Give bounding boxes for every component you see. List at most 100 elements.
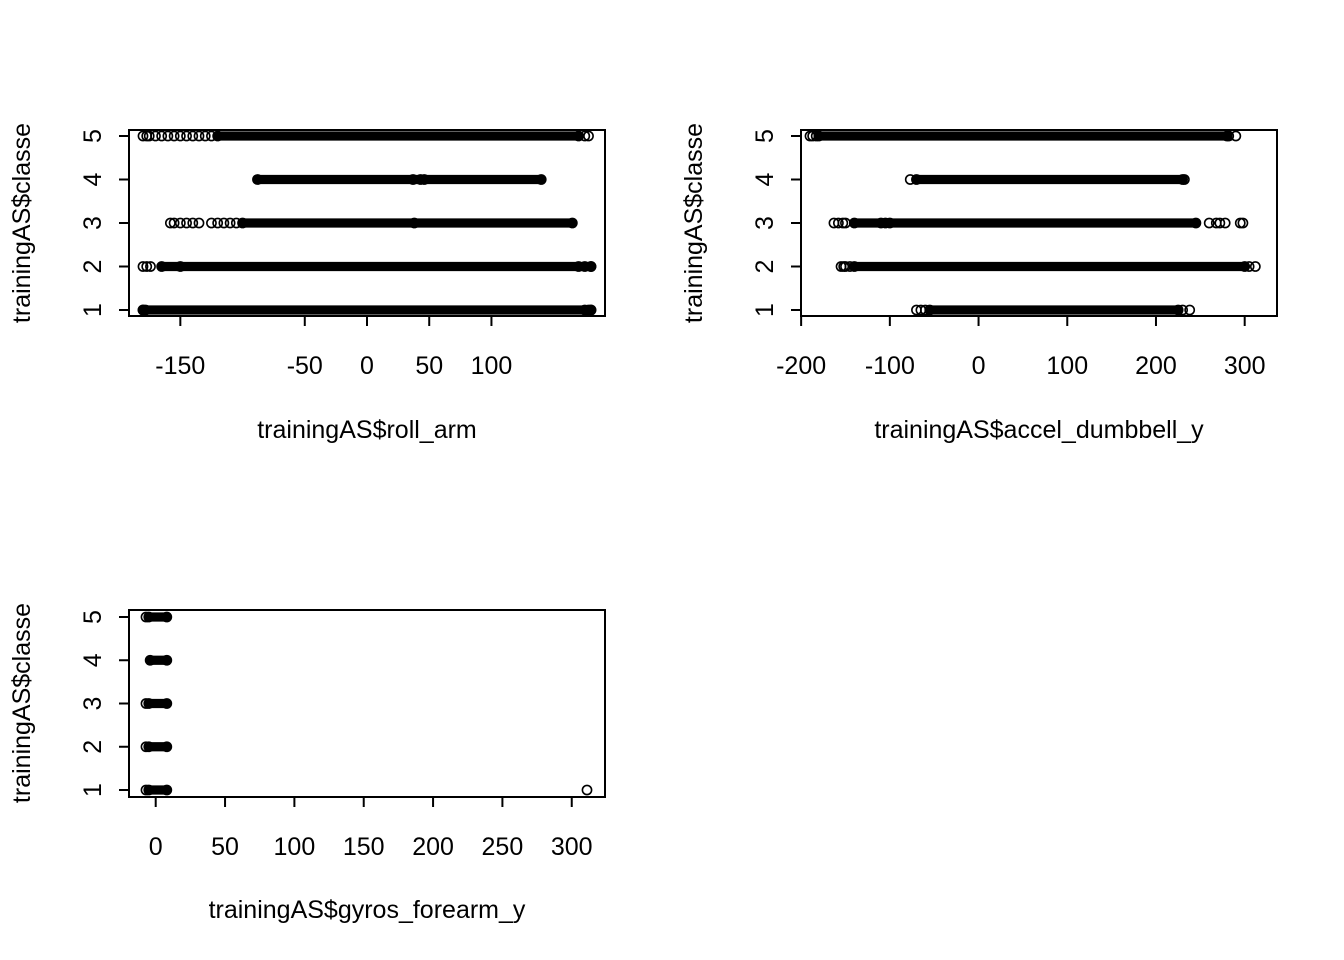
x-tick-label: 300 (551, 833, 593, 861)
x-axis-gyros-forearm-y: 0 50 100 150 200 250 300 (149, 796, 593, 861)
data-point (212, 217, 224, 229)
point-band (213, 131, 584, 141)
y-tick-label: 4 (751, 172, 779, 186)
data-point (1203, 217, 1215, 229)
y-tick-label: 1 (751, 303, 779, 317)
x-tick-label: 300 (1224, 352, 1266, 380)
y-tick-label: 5 (79, 610, 107, 624)
data-point (407, 174, 419, 185)
data-point (585, 304, 597, 316)
data-point (408, 217, 420, 229)
point-band (252, 174, 546, 185)
data-point (143, 741, 155, 753)
plot-area-accel-dumbbell-y (804, 130, 1261, 316)
data-point (880, 217, 891, 229)
y-tick-label: 3 (79, 216, 107, 230)
panel-gyros-forearm-y: trainingAS$gyros_forearm_y trainingAS$cl… (8, 603, 606, 924)
data-point (919, 304, 931, 316)
x-tick-label: 50 (211, 833, 239, 861)
data-point (137, 130, 149, 142)
data-point (807, 130, 819, 142)
data-point (181, 217, 192, 229)
series-class-2 (835, 261, 1261, 272)
data-point (418, 174, 430, 185)
data-point (161, 741, 173, 753)
data-point (579, 130, 591, 142)
x-tick-label: 250 (482, 833, 524, 861)
data-point (150, 130, 161, 142)
series-class-4 (144, 654, 173, 666)
y-axis-roll-arm: 1 2 3 4 5 (79, 129, 130, 317)
point-band (925, 305, 1183, 315)
data-point (1177, 304, 1188, 316)
data-point (1219, 217, 1231, 229)
data-point (161, 784, 173, 796)
data-point (141, 261, 153, 272)
series-class-3 (140, 698, 173, 709)
panel-accel-dumbbell-y: trainingAS$accel_dumbbell_y trainingAS$c… (680, 123, 1278, 444)
data-point (218, 217, 230, 229)
series-class-3 (828, 217, 1249, 229)
data-point (579, 261, 591, 272)
data-point (1190, 217, 1202, 229)
series-class-4 (904, 174, 1190, 185)
data-point (161, 654, 173, 666)
data-point (573, 130, 584, 142)
series-class-3 (164, 217, 578, 229)
x-tick-label: 0 (149, 833, 163, 861)
x-axis-title-gyros-forearm-y: trainingAS$gyros_forearm_y (209, 896, 526, 924)
point-band (144, 742, 172, 752)
data-point (230, 217, 242, 229)
data-point (156, 261, 168, 272)
x-tick-label: 0 (360, 352, 374, 380)
data-point (199, 130, 211, 142)
x-axis-roll-arm: -150 -50 0 50 100 (155, 315, 512, 380)
point-band (138, 305, 596, 315)
data-point (904, 174, 916, 185)
x-axis-title-roll-arm: trainingAS$roll_arm (257, 416, 477, 444)
plot-area-gyros-forearm-y (140, 611, 593, 796)
data-point (174, 261, 186, 272)
data-point (168, 130, 180, 142)
series-class-2 (137, 261, 597, 272)
data-point (848, 217, 860, 229)
x-tick-label: 200 (1135, 352, 1177, 380)
data-point (174, 217, 186, 229)
y-axis-title-accel-dumbbell-y: trainingAS$classe (680, 123, 708, 323)
data-point (187, 217, 199, 229)
data-point (566, 217, 578, 229)
data-point (1249, 261, 1261, 272)
x-tick-label: 200 (412, 833, 454, 861)
x-tick-label: 100 (1046, 352, 1088, 380)
y-tick-label: 3 (79, 697, 107, 711)
point-band (145, 655, 172, 665)
data-point (212, 130, 224, 142)
point-band (814, 131, 1232, 141)
y-axis-title-gyros-forearm-y: trainingAS$classe (8, 603, 36, 803)
y-tick-label: 2 (79, 740, 107, 754)
data-point (579, 304, 591, 316)
data-point (162, 130, 174, 142)
data-point (161, 698, 173, 709)
series-class-4 (252, 174, 547, 185)
point-band (849, 218, 1201, 228)
data-point (137, 261, 149, 272)
point-band (849, 261, 1250, 272)
x-axis-accel-dumbbell-y: -200 -100 0 100 200 300 (776, 315, 1266, 380)
data-point (1184, 304, 1196, 316)
y-tick-label: 4 (79, 172, 107, 186)
data-point (573, 261, 584, 272)
data-point (145, 261, 156, 272)
data-point (1177, 174, 1188, 185)
panel-roll-arm: trainingAS$roll_arm trainingAS$classe (8, 123, 606, 444)
data-point (415, 174, 426, 185)
y-axis-accel-dumbbell-y: 1 2 3 4 5 (751, 129, 802, 317)
data-point (143, 611, 155, 623)
y-tick-label: 5 (79, 129, 107, 143)
data-point (1237, 217, 1249, 229)
data-point (144, 654, 156, 666)
series-class-2 (140, 741, 173, 753)
data-point (1221, 130, 1233, 142)
series-class-5 (804, 130, 1242, 142)
